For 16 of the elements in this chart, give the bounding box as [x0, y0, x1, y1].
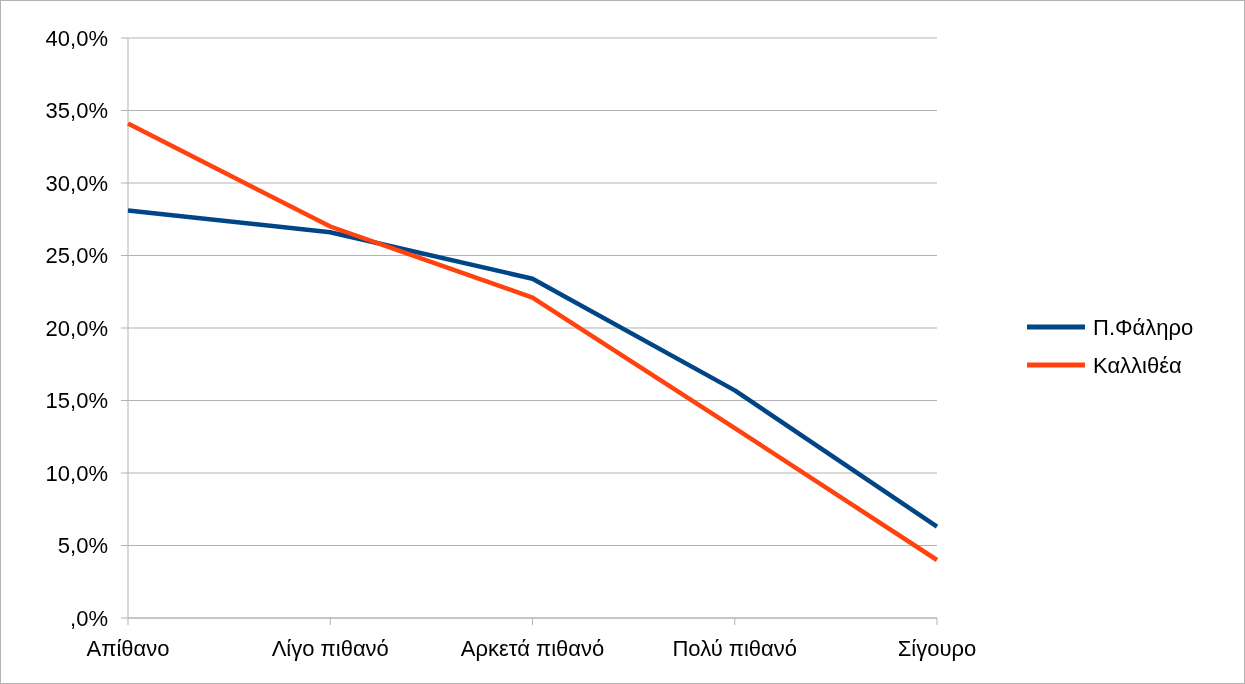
x-tick-label: Απίθανο [86, 636, 170, 661]
y-tick-label: 25,0% [45, 243, 108, 269]
y-tick-label: 30,0% [45, 170, 108, 196]
y-tick-label: ,0% [70, 605, 108, 631]
x-tick-label: Λίγο πιθανό [271, 636, 389, 661]
y-tick-label: 40,0% [45, 25, 108, 51]
y-tick-label: 5,0% [57, 533, 108, 559]
y-tick-label: 20,0% [45, 315, 108, 341]
x-tick-label: Σίγουρο [897, 636, 977, 661]
x-tick-label: Αρκετά πιθανό [460, 636, 605, 661]
y-tick-label: 35,0% [45, 98, 108, 124]
legend-label: Π.Φάληρο [1093, 314, 1194, 340]
legend-label: Καλλιθέα [1093, 352, 1183, 378]
y-tick-label: 15,0% [45, 388, 108, 414]
y-tick-label: 10,0% [45, 460, 108, 486]
x-tick-label: Πολύ πιθανό [672, 636, 798, 661]
